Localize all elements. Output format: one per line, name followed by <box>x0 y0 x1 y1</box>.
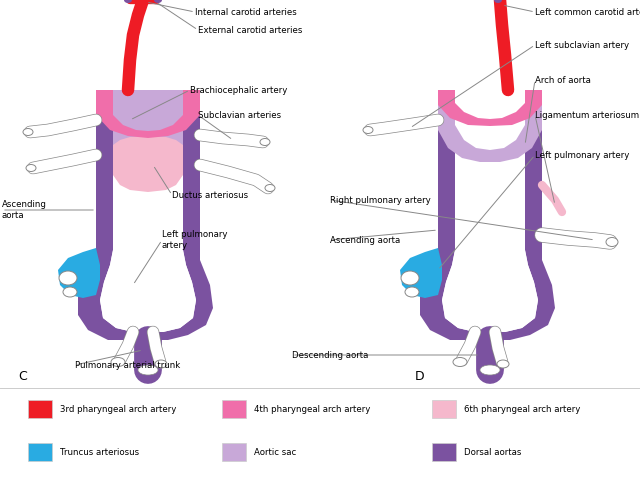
Ellipse shape <box>138 365 158 375</box>
Ellipse shape <box>494 0 502 3</box>
Text: D: D <box>415 370 424 383</box>
Bar <box>28 400 52 418</box>
Text: Left pulmonary artery: Left pulmonary artery <box>535 150 629 159</box>
Polygon shape <box>96 90 200 138</box>
Ellipse shape <box>26 164 36 171</box>
Polygon shape <box>78 90 213 340</box>
Bar <box>222 443 246 461</box>
Polygon shape <box>100 90 196 332</box>
Text: Ligamentum arteriosum: Ligamentum arteriosum <box>535 111 639 120</box>
Ellipse shape <box>363 126 373 133</box>
Text: Ductus arteriosus: Ductus arteriosus <box>172 191 248 200</box>
Ellipse shape <box>63 287 77 297</box>
Ellipse shape <box>59 271 77 285</box>
Text: Arch of aorta: Arch of aorta <box>535 76 591 85</box>
Text: 6th pharyngeal arch artery: 6th pharyngeal arch artery <box>464 404 580 413</box>
Ellipse shape <box>401 271 419 285</box>
Bar <box>222 400 246 418</box>
Text: Ascending aorta: Ascending aorta <box>330 236 400 245</box>
Ellipse shape <box>405 287 419 297</box>
Ellipse shape <box>265 184 275 192</box>
Text: Aortic sac: Aortic sac <box>254 448 296 457</box>
Bar <box>432 443 456 461</box>
Polygon shape <box>438 90 542 162</box>
Text: 4th pharyngeal arch artery: 4th pharyngeal arch artery <box>254 404 371 413</box>
Ellipse shape <box>606 238 618 247</box>
Polygon shape <box>438 90 542 126</box>
Text: Left pulmonary
artery: Left pulmonary artery <box>162 230 227 249</box>
Ellipse shape <box>155 360 167 368</box>
Bar <box>28 443 52 461</box>
Ellipse shape <box>154 0 162 3</box>
Text: 3rd pharyngeal arch artery: 3rd pharyngeal arch artery <box>60 404 177 413</box>
Bar <box>432 400 456 418</box>
Text: Ascending
aorta: Ascending aorta <box>2 200 47 220</box>
Polygon shape <box>442 90 538 332</box>
Polygon shape <box>113 90 183 175</box>
Polygon shape <box>113 136 183 192</box>
Text: Descending aorta: Descending aorta <box>292 351 369 360</box>
Polygon shape <box>58 248 100 298</box>
Ellipse shape <box>23 128 33 135</box>
Text: C: C <box>18 370 27 383</box>
Text: Pulmonary arterial trunk: Pulmonary arterial trunk <box>75 361 180 370</box>
Text: Left common carotid artery: Left common carotid artery <box>535 7 640 16</box>
Text: Truncus arteriosus: Truncus arteriosus <box>60 448 139 457</box>
Ellipse shape <box>453 358 467 367</box>
Text: External carotid arteries: External carotid arteries <box>198 25 302 34</box>
Polygon shape <box>420 90 555 340</box>
Text: Subclavian arteries: Subclavian arteries <box>198 111 281 120</box>
Ellipse shape <box>260 138 270 145</box>
Ellipse shape <box>124 0 132 3</box>
Ellipse shape <box>111 358 125 367</box>
Text: Internal carotid arteries: Internal carotid arteries <box>195 7 297 16</box>
Text: Right pulmonary artery: Right pulmonary artery <box>330 196 431 205</box>
Ellipse shape <box>497 360 509 368</box>
Ellipse shape <box>480 365 500 375</box>
Text: Brachiocephalic artery: Brachiocephalic artery <box>190 86 287 95</box>
Text: Left subclavian artery: Left subclavian artery <box>535 40 629 49</box>
Text: Dorsal aortas: Dorsal aortas <box>464 448 522 457</box>
Polygon shape <box>400 248 442 298</box>
